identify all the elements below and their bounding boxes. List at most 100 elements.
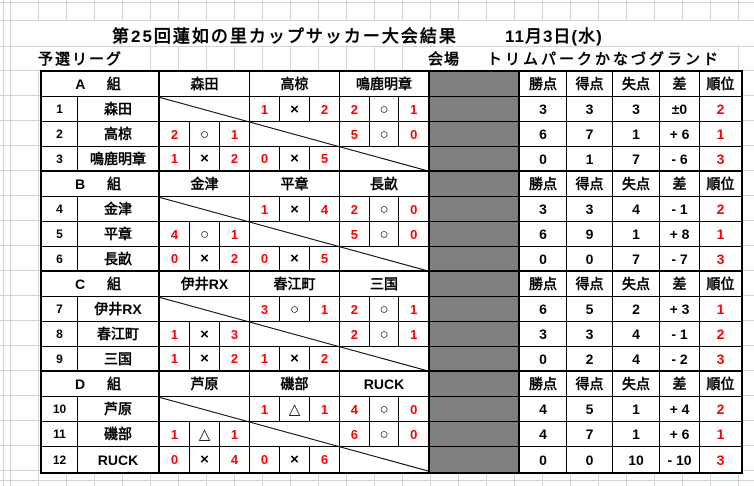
score-left: 2 [340, 322, 370, 346]
score-right: 0 [410, 226, 418, 242]
match-result-cell: 2 ○ 1 [160, 122, 250, 146]
match-result-cell: 4 ○ 0 [340, 397, 430, 421]
stat-diff: - 6 [660, 147, 700, 170]
score-right: 0 [410, 401, 418, 417]
team-name: RUCK [78, 447, 160, 472]
stats-header-diff: 差 [660, 372, 700, 396]
result-mark: ○ [370, 197, 400, 221]
stats-header-rank: 順位 [706, 376, 735, 392]
stat-rank: 3 [716, 250, 725, 267]
self-match-cell [250, 322, 340, 346]
team-name: 金津 [78, 197, 160, 221]
result-mark: × [190, 247, 220, 270]
match-result-cell: 1 × 2 [160, 347, 250, 370]
stat-diff: - 1 [660, 322, 700, 346]
group-header-row: C 組伊井RX 春江町 三国 勝点 得点 失点差順位 [42, 272, 741, 297]
gray-spacer-cell [430, 422, 520, 446]
stats-header-points: 勝点 [520, 172, 567, 196]
group-block-b: B 組金津 平章 長畝 勝点 得点 失点差順位 4 金津 1 × 4 2 ○ 0 3 3 4- 1 2 5 平章 4 ○ 1… [42, 172, 741, 272]
row-number: 11 [42, 422, 78, 446]
grid-hline [0, 480, 754, 481]
result-mark: × [280, 197, 310, 221]
stat-goals-against: 4 [613, 322, 660, 346]
gray-spacer-cell [430, 147, 520, 170]
result-mark: ○ [370, 322, 400, 346]
score-left: 2 [160, 122, 190, 146]
stat-diff: - 10 [660, 447, 700, 472]
row-number: 3 [42, 147, 78, 170]
result-mark: × [280, 147, 310, 170]
result-mark: ○ [190, 222, 220, 246]
match-result: 1 × 2 [160, 147, 249, 170]
row-number: 12 [42, 447, 78, 472]
team-column-header: 伊井RX [160, 272, 250, 296]
stats-header-goals-for: 得点 [567, 372, 613, 396]
match-result-cell: 0 × 4 [160, 447, 250, 472]
score-right: 1 [410, 101, 418, 117]
group-header-row: B 組金津 平章 長畝 勝点 得点 失点差順位 [42, 172, 741, 197]
result-mark: ○ [370, 122, 400, 146]
team-row: 1 森田 1 × 2 2 ○ 1 3 3 3 ±0 2 [42, 97, 741, 122]
match-result: 1 × 3 [160, 322, 249, 346]
match-result-cell: 2 ○ 1 [340, 322, 430, 346]
match-result-cell: 0 × 5 [250, 247, 340, 270]
stat-goals-against: 4 [613, 197, 660, 221]
team-column-header: 鳴鹿明章 [340, 72, 430, 96]
stat-points: 0 [520, 447, 567, 472]
score-left: 1 [250, 97, 280, 121]
gray-spacer-cell [430, 297, 520, 321]
match-result: 0 × 5 [250, 147, 339, 170]
stat-diff: - 7 [660, 247, 700, 270]
gray-spacer-cell [430, 122, 520, 146]
team-name: 森田 [78, 97, 160, 121]
match-result: 2 ○ 1 [340, 97, 428, 121]
self-match-cell [160, 297, 250, 321]
result-mark: ○ [370, 97, 400, 121]
match-result: 2 ○ 1 [340, 322, 428, 346]
grid-hline [0, 46, 754, 47]
stat-goals-against: 4 [613, 347, 660, 370]
score-right: 1 [410, 301, 418, 317]
match-result-cell: 6 ○ 0 [340, 422, 430, 446]
stat-points: 0 [520, 347, 567, 370]
stat-goals-for: 5 [567, 297, 613, 321]
result-mark: ○ [370, 297, 400, 321]
self-match-cell [160, 197, 250, 221]
match-result-cell: 2 ○ 0 [340, 197, 430, 221]
result-mark: ○ [280, 297, 310, 321]
team-column-header: RUCK [340, 372, 430, 396]
stat-goals-against: 1 [613, 397, 660, 421]
match-result: 1 △ 1 [250, 397, 339, 421]
group-label: C 組 [42, 272, 160, 296]
score-left: 1 [250, 347, 280, 370]
match-result: 1 × 2 [250, 347, 339, 370]
team-column-header: 平章 [250, 172, 340, 196]
league-label: 予選リーグ [38, 51, 124, 68]
score-right: 1 [230, 226, 239, 242]
match-result: 6 ○ 0 [340, 422, 428, 446]
stats-header-points: 勝点 [520, 72, 567, 96]
gray-spacer-cell [430, 197, 520, 221]
score-right: 4 [230, 452, 239, 467]
grid-hline [0, 2, 754, 3]
row-number: 2 [42, 122, 78, 146]
gray-spacer-cell [430, 247, 520, 270]
grid-vline [10, 0, 11, 486]
score-left: 6 [340, 422, 370, 446]
row-number: 5 [42, 222, 78, 246]
result-mark: ○ [370, 422, 400, 446]
match-result: 5 ○ 0 [340, 222, 428, 246]
score-right: 2 [230, 151, 239, 166]
score-left: 2 [340, 297, 370, 321]
venue-merged-cell [415, 47, 737, 69]
stat-goals-against: 10 [613, 447, 660, 472]
team-name: 伊井RX [78, 297, 160, 321]
match-result: 5 ○ 0 [340, 122, 428, 146]
stat-rank: 3 [716, 150, 725, 167]
score-left: 1 [160, 147, 190, 170]
gray-spacer-cell [430, 447, 520, 472]
